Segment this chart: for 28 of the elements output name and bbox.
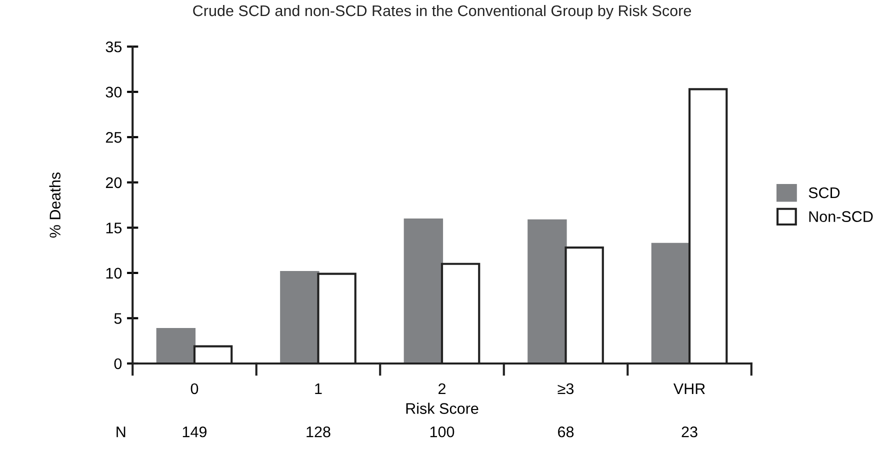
bar [404, 218, 444, 364]
legend-label: SCD [808, 187, 840, 198]
text: 149 [182, 426, 206, 438]
text: 68 [558, 426, 574, 438]
x-tick-label: 1 [315, 383, 322, 394]
y-tick-label: 0 [114, 358, 122, 370]
y-tick-label: 25 [106, 132, 122, 143]
y-axis-title: % Deaths [49, 172, 61, 238]
y-tick-label: 20 [106, 177, 122, 188]
x-tick-label: ≥3 [558, 383, 574, 394]
y-tick-label: 15 [106, 222, 122, 234]
y-tick-label: 5 [114, 313, 122, 324]
bar [156, 328, 196, 364]
text: N [116, 426, 126, 438]
x-tick-label: 0 [190, 383, 198, 394]
x-tick-label: 2 [438, 383, 446, 394]
y-tick-label: 10 [106, 268, 122, 279]
legend-label: Non-SCD [809, 211, 873, 222]
x-tick-label: VHR [673, 383, 705, 394]
y-tick-label: 30 [106, 86, 122, 98]
x-axis-title: Risk Score [406, 402, 478, 414]
text: 23 [682, 426, 698, 438]
chart-title: Crude SCD and non-SCD Rates in the Conventional Group by Risk Score [193, 4, 691, 20]
text: 100 [430, 426, 454, 438]
bar [528, 219, 567, 364]
y-tick-label: 35 [106, 41, 122, 52]
bar [280, 270, 320, 364]
text: 128 [306, 426, 330, 438]
